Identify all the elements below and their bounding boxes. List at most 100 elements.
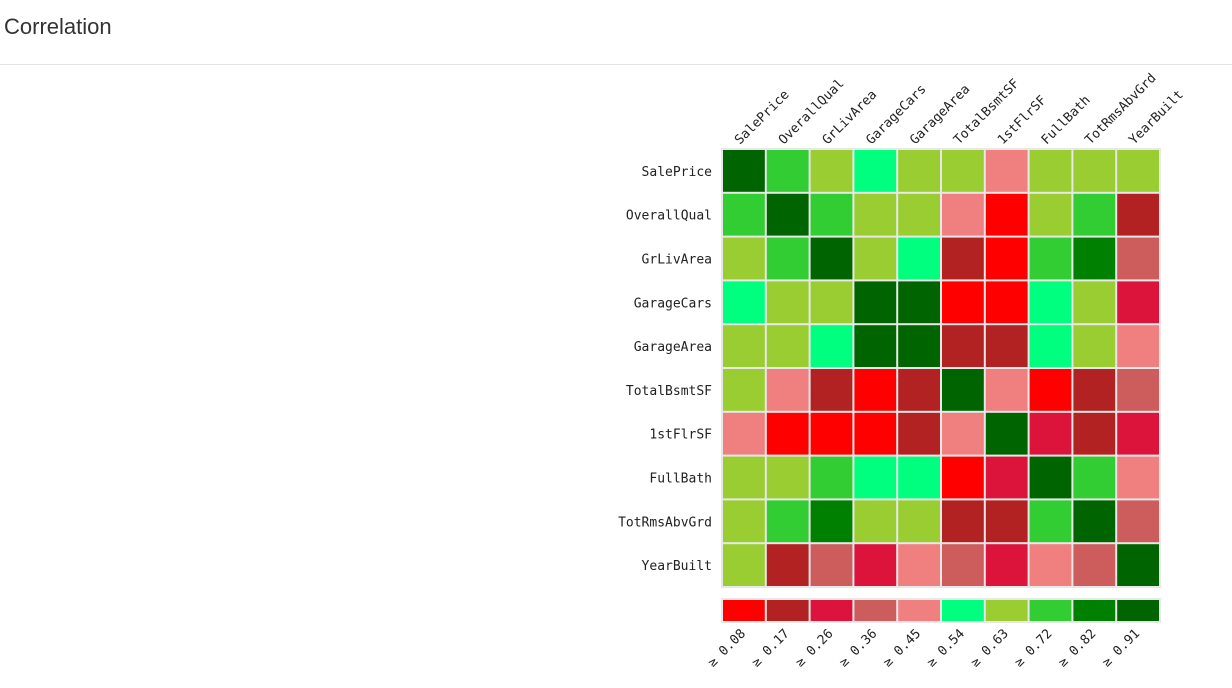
- heatmap-cell-1stFlrSF-GarageArea[interactable]: [898, 412, 940, 455]
- heatmap-cell-TotRmsAbvGrd-TotRmsAbvGrd[interactable]: [1073, 500, 1116, 543]
- heatmap-cell-YearBuilt-GarageCars[interactable]: [854, 544, 897, 586]
- heatmap-cell-FullBath-FullBath[interactable]: [1029, 456, 1072, 499]
- heatmap-cell-GarageArea-SalePrice[interactable]: [723, 325, 765, 367]
- heatmap-cell-GrLivArea-YearBuilt[interactable]: [1117, 237, 1159, 280]
- heatmap-cell-GrLivArea-GarageArea[interactable]: [898, 237, 940, 280]
- heatmap-cell-FullBath-TotalBsmtSF[interactable]: [942, 456, 984, 499]
- heatmap-cell-GrLivArea-TotalBsmtSF[interactable]: [942, 237, 984, 280]
- heatmap-cell-1stFlrSF-OverallQual[interactable]: [766, 412, 809, 455]
- heatmap-cell-TotRmsAbvGrd-GrLivArea[interactable]: [810, 500, 853, 543]
- heatmap-cell-TotalBsmtSF-OverallQual[interactable]: [766, 369, 809, 411]
- heatmap-cell-TotRmsAbvGrd-SalePrice[interactable]: [723, 500, 765, 543]
- heatmap-cell-SalePrice-FullBath[interactable]: [1029, 150, 1072, 192]
- heatmap-cell-YearBuilt-FullBath[interactable]: [1029, 544, 1072, 586]
- heatmap-cell-GarageCars-GrLivArea[interactable]: [810, 281, 853, 324]
- heatmap-cell-GarageArea-1stFlrSF[interactable]: [985, 325, 1028, 367]
- heatmap-cell-OverallQual-GrLivArea[interactable]: [810, 193, 853, 236]
- heatmap-cell-GarageCars-1stFlrSF[interactable]: [985, 281, 1028, 324]
- heatmap-cell-OverallQual-TotalBsmtSF[interactable]: [942, 193, 984, 236]
- heatmap-cell-TotalBsmtSF-1stFlrSF[interactable]: [985, 369, 1028, 411]
- heatmap-cell-GarageCars-GarageArea[interactable]: [898, 281, 940, 324]
- heatmap-cell-TotRmsAbvGrd-1stFlrSF[interactable]: [985, 500, 1028, 543]
- heatmap-cell-TotalBsmtSF-TotalBsmtSF[interactable]: [942, 369, 984, 411]
- heatmap-cell-SalePrice-TotRmsAbvGrd[interactable]: [1073, 150, 1116, 192]
- heatmap-cell-TotRmsAbvGrd-FullBath[interactable]: [1029, 500, 1072, 543]
- heatmap-cell-GrLivArea-GrLivArea[interactable]: [810, 237, 853, 280]
- heatmap-cell-GrLivArea-FullBath[interactable]: [1029, 237, 1072, 280]
- heatmap-cell-SalePrice-GarageArea[interactable]: [898, 150, 940, 192]
- heatmap-cell-GarageArea-YearBuilt[interactable]: [1117, 325, 1159, 367]
- heatmap-cell-YearBuilt-GrLivArea[interactable]: [810, 544, 853, 586]
- heatmap-cell-GarageCars-YearBuilt[interactable]: [1117, 281, 1159, 324]
- heatmap-cell-1stFlrSF-TotRmsAbvGrd[interactable]: [1073, 412, 1116, 455]
- heatmap-cell-GarageArea-TotalBsmtSF[interactable]: [942, 325, 984, 367]
- heatmap-cell-GarageCars-SalePrice[interactable]: [723, 281, 765, 324]
- heatmap-cell-TotalBsmtSF-YearBuilt[interactable]: [1117, 369, 1159, 411]
- heatmap-cell-FullBath-GarageCars[interactable]: [854, 456, 897, 499]
- heatmap-cell-SalePrice-GrLivArea[interactable]: [810, 150, 853, 192]
- heatmap-cell-TotalBsmtSF-SalePrice[interactable]: [723, 369, 765, 411]
- heatmap-cell-GrLivArea-1stFlrSF[interactable]: [985, 237, 1028, 280]
- heatmap-cell-SalePrice-TotalBsmtSF[interactable]: [942, 150, 984, 192]
- heatmap-cell-GarageArea-OverallQual[interactable]: [766, 325, 809, 367]
- heatmap-cell-OverallQual-GarageCars[interactable]: [854, 193, 897, 236]
- heatmap-cell-YearBuilt-TotalBsmtSF[interactable]: [942, 544, 984, 586]
- heatmap-cell-TotRmsAbvGrd-YearBuilt[interactable]: [1117, 500, 1159, 543]
- heatmap-cell-OverallQual-YearBuilt[interactable]: [1117, 193, 1159, 236]
- heatmap-cell-FullBath-YearBuilt[interactable]: [1117, 456, 1159, 499]
- heatmap-cell-GarageArea-GarageArea[interactable]: [898, 325, 940, 367]
- heatmap-cell-OverallQual-1stFlrSF[interactable]: [985, 193, 1028, 236]
- heatmap-cell-YearBuilt-TotRmsAbvGrd[interactable]: [1073, 544, 1116, 586]
- heatmap-cell-YearBuilt-OverallQual[interactable]: [766, 544, 809, 586]
- heatmap-cell-YearBuilt-YearBuilt[interactable]: [1117, 544, 1159, 586]
- heatmap-cell-GarageArea-FullBath[interactable]: [1029, 325, 1072, 367]
- heatmap-cell-FullBath-GrLivArea[interactable]: [810, 456, 853, 499]
- heatmap-cell-TotRmsAbvGrd-TotalBsmtSF[interactable]: [942, 500, 984, 543]
- heatmap-cell-1stFlrSF-GrLivArea[interactable]: [810, 412, 853, 455]
- heatmap-cell-YearBuilt-SalePrice[interactable]: [723, 544, 765, 586]
- heatmap-cell-SalePrice-1stFlrSF[interactable]: [985, 150, 1028, 192]
- heatmap-cell-GrLivArea-GarageCars[interactable]: [854, 237, 897, 280]
- heatmap-cell-1stFlrSF-SalePrice[interactable]: [723, 412, 765, 455]
- heatmap-cell-1stFlrSF-GarageCars[interactable]: [854, 412, 897, 455]
- heatmap-cell-FullBath-GarageArea[interactable]: [898, 456, 940, 499]
- heatmap-cell-FullBath-TotRmsAbvGrd[interactable]: [1073, 456, 1116, 499]
- heatmap-cell-GrLivArea-SalePrice[interactable]: [723, 237, 765, 280]
- heatmap-cell-TotRmsAbvGrd-GarageArea[interactable]: [898, 500, 940, 543]
- heatmap-cell-SalePrice-SalePrice[interactable]: [723, 150, 765, 192]
- heatmap-cell-FullBath-OverallQual[interactable]: [766, 456, 809, 499]
- heatmap-cell-OverallQual-GarageArea[interactable]: [898, 193, 940, 236]
- heatmap-cell-GarageCars-FullBath[interactable]: [1029, 281, 1072, 324]
- heatmap-cell-SalePrice-YearBuilt[interactable]: [1117, 150, 1159, 192]
- heatmap-cell-SalePrice-GarageCars[interactable]: [854, 150, 897, 192]
- heatmap-cell-OverallQual-OverallQual[interactable]: [766, 193, 809, 236]
- heatmap-cell-1stFlrSF-FullBath[interactable]: [1029, 412, 1072, 455]
- heatmap-cell-1stFlrSF-YearBuilt[interactable]: [1117, 412, 1159, 455]
- heatmap-cell-GarageCars-GarageCars[interactable]: [854, 281, 897, 324]
- heatmap-cell-GarageCars-OverallQual[interactable]: [766, 281, 809, 324]
- heatmap-cell-1stFlrSF-1stFlrSF[interactable]: [985, 412, 1028, 455]
- heatmap-cell-TotRmsAbvGrd-OverallQual[interactable]: [766, 500, 809, 543]
- heatmap-cell-TotalBsmtSF-FullBath[interactable]: [1029, 369, 1072, 411]
- heatmap-cell-GrLivArea-TotRmsAbvGrd[interactable]: [1073, 237, 1116, 280]
- heatmap-cell-TotalBsmtSF-GarageArea[interactable]: [898, 369, 940, 411]
- heatmap-cell-FullBath-SalePrice[interactable]: [723, 456, 765, 499]
- heatmap-cell-TotalBsmtSF-GarageCars[interactable]: [854, 369, 897, 411]
- heatmap-cell-TotalBsmtSF-TotRmsAbvGrd[interactable]: [1073, 369, 1116, 411]
- heatmap-cell-OverallQual-SalePrice[interactable]: [723, 193, 765, 236]
- heatmap-cell-GarageCars-TotRmsAbvGrd[interactable]: [1073, 281, 1116, 324]
- heatmap-cell-TotRmsAbvGrd-GarageCars[interactable]: [854, 500, 897, 543]
- heatmap-cell-OverallQual-FullBath[interactable]: [1029, 193, 1072, 236]
- heatmap-cell-OverallQual-TotRmsAbvGrd[interactable]: [1073, 193, 1116, 236]
- heatmap-cell-SalePrice-OverallQual[interactable]: [766, 150, 809, 192]
- heatmap-cell-GrLivArea-OverallQual[interactable]: [766, 237, 809, 280]
- heatmap-cell-FullBath-1stFlrSF[interactable]: [985, 456, 1028, 499]
- heatmap-cell-TotalBsmtSF-GrLivArea[interactable]: [810, 369, 853, 411]
- heatmap-cell-GarageArea-TotRmsAbvGrd[interactable]: [1073, 325, 1116, 367]
- heatmap-cell-GarageCars-TotalBsmtSF[interactable]: [942, 281, 984, 324]
- heatmap-cell-YearBuilt-GarageArea[interactable]: [898, 544, 940, 586]
- heatmap-cell-YearBuilt-1stFlrSF[interactable]: [985, 544, 1028, 586]
- heatmap-cell-1stFlrSF-TotalBsmtSF[interactable]: [942, 412, 984, 455]
- heatmap-cell-GarageArea-GrLivArea[interactable]: [810, 325, 853, 367]
- heatmap-cell-GarageArea-GarageCars[interactable]: [854, 325, 897, 367]
